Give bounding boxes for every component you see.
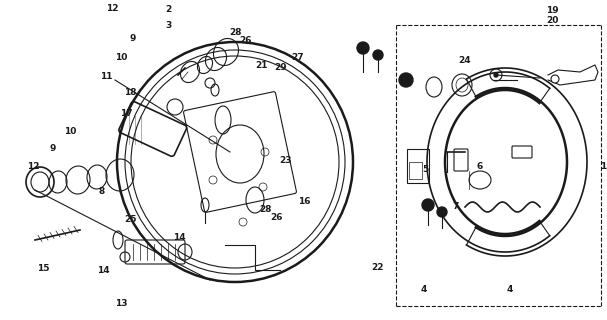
Text: 12: 12 — [27, 162, 39, 171]
Text: 4: 4 — [421, 285, 427, 294]
Circle shape — [357, 42, 369, 54]
Text: 9: 9 — [129, 34, 135, 43]
Text: 3: 3 — [166, 21, 172, 30]
Text: 14: 14 — [173, 233, 185, 242]
Text: 10: 10 — [64, 127, 76, 136]
Text: 2: 2 — [166, 5, 172, 14]
Text: 28: 28 — [260, 205, 272, 214]
Text: 14: 14 — [97, 266, 109, 275]
Text: 24: 24 — [458, 56, 470, 65]
Text: 1: 1 — [600, 162, 606, 171]
Text: 8: 8 — [99, 188, 105, 196]
Text: 11: 11 — [100, 72, 112, 81]
Text: 26: 26 — [240, 36, 252, 44]
Text: 27: 27 — [291, 53, 304, 62]
Circle shape — [422, 199, 434, 211]
Circle shape — [373, 50, 383, 60]
Text: 10: 10 — [115, 53, 127, 62]
Text: 21: 21 — [255, 61, 267, 70]
Text: 12: 12 — [106, 4, 118, 12]
Text: 20: 20 — [546, 16, 558, 25]
Text: 23: 23 — [279, 156, 291, 164]
Text: 18: 18 — [124, 88, 137, 97]
Circle shape — [551, 75, 559, 83]
Text: 4: 4 — [507, 285, 513, 294]
Text: 26: 26 — [270, 213, 282, 222]
Circle shape — [494, 73, 498, 77]
Text: 16: 16 — [299, 197, 311, 206]
Text: 22: 22 — [371, 263, 384, 272]
Polygon shape — [548, 65, 598, 85]
Text: 29: 29 — [274, 63, 287, 72]
Text: 17: 17 — [120, 109, 132, 118]
Text: 9: 9 — [50, 144, 56, 153]
Circle shape — [437, 207, 447, 217]
Text: 7: 7 — [452, 202, 458, 211]
Text: 19: 19 — [546, 6, 558, 15]
Text: 28: 28 — [229, 28, 242, 36]
Circle shape — [399, 73, 413, 87]
Text: 13: 13 — [115, 300, 127, 308]
Text: 6: 6 — [476, 162, 483, 171]
Text: 5: 5 — [422, 165, 428, 174]
Text: 15: 15 — [38, 264, 50, 273]
Text: 25: 25 — [124, 215, 137, 224]
